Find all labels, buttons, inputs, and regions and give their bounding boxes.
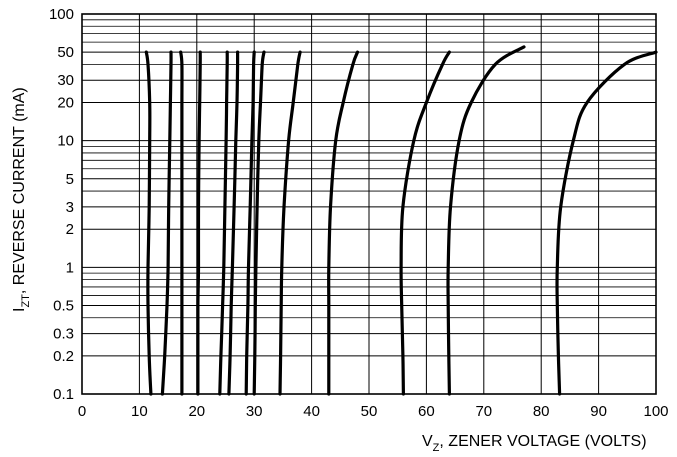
- y-tick-labels: 0.1 0.2 0.3 0.5 1 2 3 5 10 20 30 50 100: [49, 6, 74, 403]
- plot-frame: [81, 13, 657, 395]
- x-tick-label: 50: [361, 403, 378, 420]
- x-tick-label: 60: [418, 403, 435, 420]
- y-tick-label: 0.5: [53, 297, 74, 314]
- x-tick-labels: 0 10 20 30 40 50 60 70 80 90 100: [78, 403, 669, 420]
- x-tick-label: 0: [78, 403, 86, 420]
- x-tick-label: 10: [131, 403, 148, 420]
- zener-curve-13: [555, 50, 658, 396]
- zener-curve-9: [278, 50, 302, 396]
- zener-curve-2: [160, 50, 173, 396]
- zener-curve-7: [244, 50, 256, 396]
- y-tick-label: 100: [49, 6, 74, 23]
- x-axis-label: VZ, ZENER VOLTAGE (VOLTS): [422, 433, 647, 454]
- y-tick-label: 0.1: [53, 386, 74, 403]
- x-tick-label: 30: [246, 403, 263, 420]
- y-tick-label: 0.2: [53, 348, 74, 365]
- zener-curve-3: [179, 50, 184, 396]
- x-tick-label: 40: [303, 403, 320, 420]
- zener-curve-6: [227, 50, 240, 396]
- y-tick-label: 10: [57, 133, 74, 150]
- x-tick-label: 100: [643, 403, 668, 420]
- y-tick-label: 30: [57, 72, 74, 89]
- zener-curve-5: [218, 50, 229, 396]
- zener-curve-11: [399, 50, 451, 396]
- x-tick-label: 70: [475, 403, 492, 420]
- y-tick-label: 5: [66, 171, 74, 188]
- y-tick-label: 1: [66, 259, 74, 276]
- x-tick-label: 20: [188, 403, 205, 420]
- y-tick-label: 20: [57, 95, 74, 112]
- x-tick-label: 80: [533, 403, 550, 420]
- x-tick-label: 90: [590, 403, 607, 420]
- y-tick-label: 3: [66, 199, 74, 216]
- y-axis-label: IZT, REVERSE CURRENT (mA): [11, 87, 32, 312]
- y-tick-label: 0.3: [53, 326, 74, 343]
- y-tick-label: 50: [57, 44, 74, 61]
- zener-curve-1: [144, 50, 153, 396]
- y-tick-label: 2: [66, 221, 74, 238]
- curves-layer: [144, 45, 658, 396]
- zener-curve-10: [327, 50, 360, 396]
- zener-curve-4: [196, 50, 202, 396]
- zener-curve-8: [252, 50, 266, 396]
- zener-curve-12: [446, 45, 526, 396]
